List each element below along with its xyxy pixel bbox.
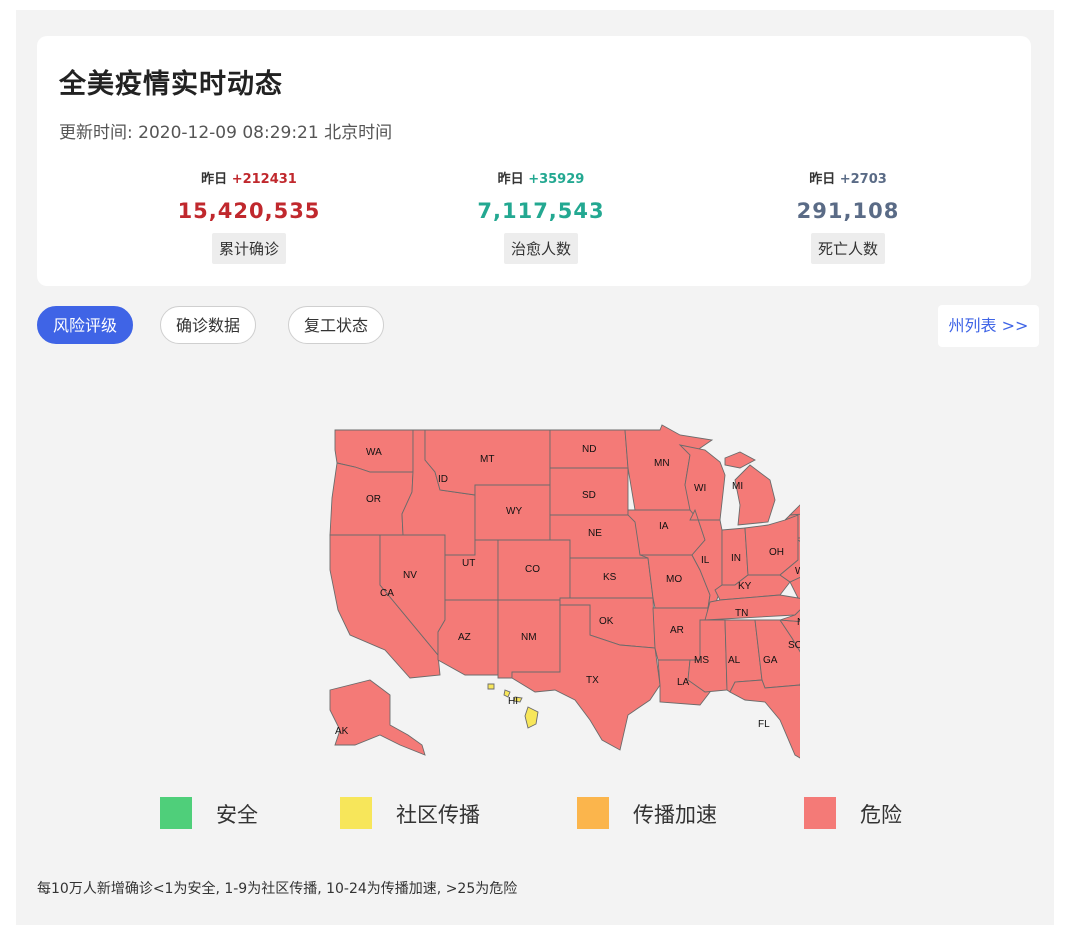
map-label-tn: TN [735,608,748,619]
page-title: 全美疫情实时动态 [59,69,283,100]
state-tx[interactable] [511,604,661,751]
legend-label: 社区传播 [396,803,480,827]
map-label-mn: MN [654,458,670,469]
legend-swatch [804,797,836,829]
state-list-link[interactable]: 州列表 >> [938,305,1039,347]
map-label-hi: HI [508,696,518,707]
map-label-ne: NE [588,528,602,539]
map-label-mi: MI [732,481,743,492]
legend-swatch [340,797,372,829]
map-label-nv: NV [403,570,417,581]
map-label-ok: OK [599,616,614,627]
state-wv[interactable] [779,539,800,583]
legend-label: 危险 [860,803,902,827]
map-label-wv: WV [795,566,800,577]
stat-delta-value: +35929 [528,172,585,187]
state-il[interactable] [689,508,723,609]
state-oh[interactable] [744,514,799,576]
legend-label: 安全 [216,803,258,827]
stat-deaths: 昨日 +2703 291,108 死亡人数 [728,168,968,264]
stat-total-value: 291,108 [796,199,900,223]
map-label-wi: WI [694,483,706,494]
tab-confirmed-data[interactable]: 确诊数据 [160,306,257,344]
state-nc[interactable] [779,595,800,635]
map-label-id: ID [438,474,448,485]
map-label-nd: ND [582,444,596,455]
stat-delta-value: +2703 [839,172,887,187]
stat-label: 死亡人数 [810,233,885,264]
stat-confirmed: 昨日 +212431 15,420,535 累计确诊 [129,168,369,264]
map-label-nm: NM [521,632,537,643]
legend-swatch [160,797,192,829]
map-label-co: CO [525,564,540,575]
map-label-wy: WY [506,506,522,517]
stat-delta-prefix: 昨日 [809,172,836,187]
stat-delta-prefix: 昨日 [201,172,228,187]
state-fl[interactable] [729,679,800,765]
map-label-wa: WA [366,447,382,458]
stat-delta-row: 昨日 +212431 [129,168,369,187]
map-label-la: LA [677,677,690,688]
state-va[interactable] [789,558,800,600]
update-time: 更新时间: 2020-12-09 08:29:21 北京时间 [59,118,392,143]
state-ak[interactable] [329,679,426,756]
map-label-tx: TX [586,675,599,686]
stat-total-value: 7,117,543 [477,199,605,223]
map-label-fl: FL [758,719,770,730]
state-hi[interactable] [487,683,539,729]
state-pa[interactable] [784,510,800,539]
map-label-nc: NC [797,617,800,628]
map-label-ca: CA [380,588,394,599]
state-md[interactable] [797,533,800,562]
tab-reopening-status[interactable]: 复工状态 [288,306,385,344]
summary-card: 全美疫情实时动态 更新时间: 2020-12-09 08:29:21 北京时间 … [37,36,1031,286]
map-label-il: IL [701,555,710,566]
stat-delta-row: 昨日 +35929 [421,168,661,187]
risk-footnote: 每10万人新增确诊<1为安全, 1-9为社区传播, 10-24为传播加速, >2… [37,881,518,897]
map-label-sc: SC [788,640,800,651]
map-label-ak: AK [335,726,349,737]
state-mi[interactable] [724,451,776,526]
map-label-al: AL [728,655,741,666]
map-label-ky: KY [738,581,752,592]
map-label-sd: SD [582,490,596,501]
map-label-ia: IA [659,521,669,532]
update-timezone: 北京时间 [324,123,393,143]
map-label-in: IN [731,553,741,564]
map-label-ga: GA [763,655,778,666]
stat-delta-row: 昨日 +2703 [728,168,968,187]
map-label-ut: UT [462,558,475,569]
map-label-ms: MS [694,655,709,666]
map-label-ks: KS [603,572,617,583]
state-ny[interactable] [788,465,800,520]
stat-recovered: 昨日 +35929 7,117,543 治愈人数 [421,168,661,264]
update-datetime: 2020-12-09 08:29:21 [138,123,319,143]
map-label-ar: AR [670,625,684,636]
stat-label: 累计确诊 [211,233,286,264]
update-label: 更新时间: [59,123,133,143]
map-label-oh: OH [769,547,784,558]
legend-label: 传播加速 [633,803,717,827]
stat-label: 治愈人数 [503,233,578,264]
legend-swatch [577,797,609,829]
map-label-or: OR [366,494,381,505]
stat-delta-prefix: 昨日 [497,172,524,187]
stat-total-value: 15,420,535 [177,199,321,223]
tab-risk-rating[interactable]: 风险评级 [37,306,134,344]
map-label-mo: MO [666,574,682,585]
state-sc[interactable] [779,619,800,660]
us-risk-map: WA OR CA NV ID MT WY UT CO AZ NM ND SD N… [329,424,800,765]
state-tn[interactable] [704,594,800,621]
map-label-az: AZ [458,632,471,643]
map-label-mt: MT [480,454,494,465]
stat-delta-value: +212431 [231,172,297,187]
